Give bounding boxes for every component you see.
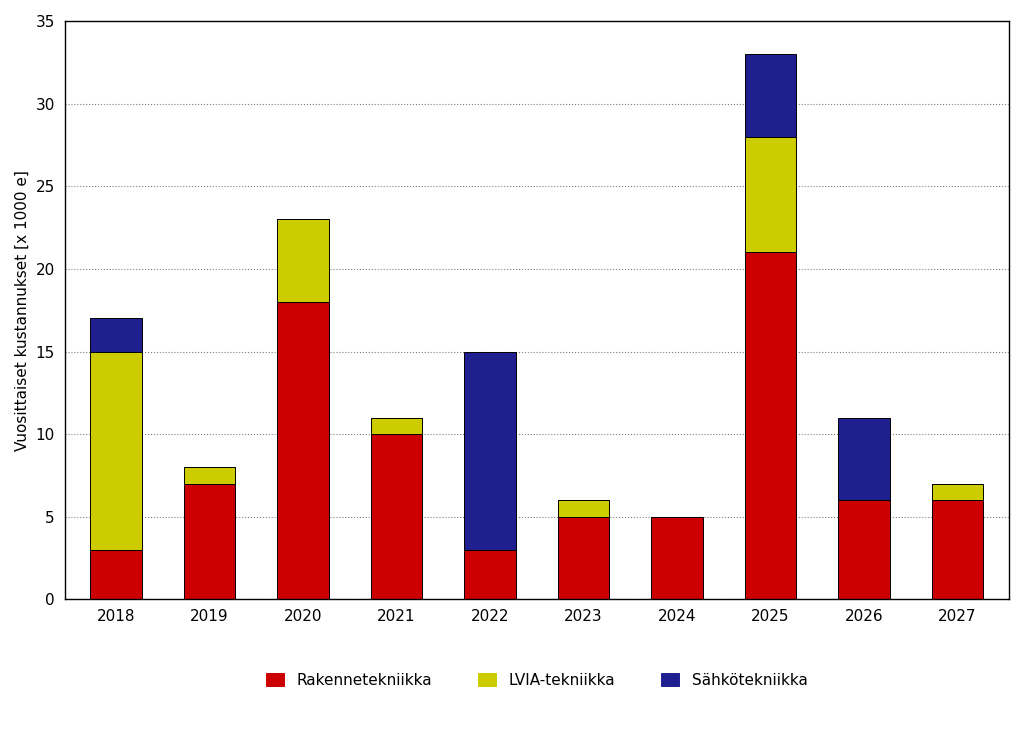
Bar <box>90 318 141 352</box>
Bar <box>278 219 329 302</box>
Bar <box>932 500 983 600</box>
Bar <box>744 54 797 137</box>
Y-axis label: Vuosittaiset kustannukset [x 1000 e]: Vuosittaiset kustannukset [x 1000 e] <box>15 170 30 451</box>
Bar <box>839 417 890 500</box>
Bar <box>184 467 236 484</box>
Bar <box>651 517 702 600</box>
Bar <box>932 484 983 500</box>
Bar <box>90 352 141 550</box>
Bar <box>464 352 516 550</box>
Bar <box>184 484 236 600</box>
Bar <box>371 417 422 434</box>
Legend: Rakennetekniikka, LVIA-tekniikka, Sähkötekniikka: Rakennetekniikka, LVIA-tekniikka, Sähköt… <box>258 665 815 696</box>
Bar <box>464 550 516 600</box>
Bar <box>839 500 890 600</box>
Bar <box>558 517 609 600</box>
Bar <box>90 550 141 600</box>
Bar <box>371 434 422 600</box>
Bar <box>278 302 329 600</box>
Bar <box>558 500 609 517</box>
Bar <box>744 137 797 253</box>
Bar <box>744 253 797 600</box>
